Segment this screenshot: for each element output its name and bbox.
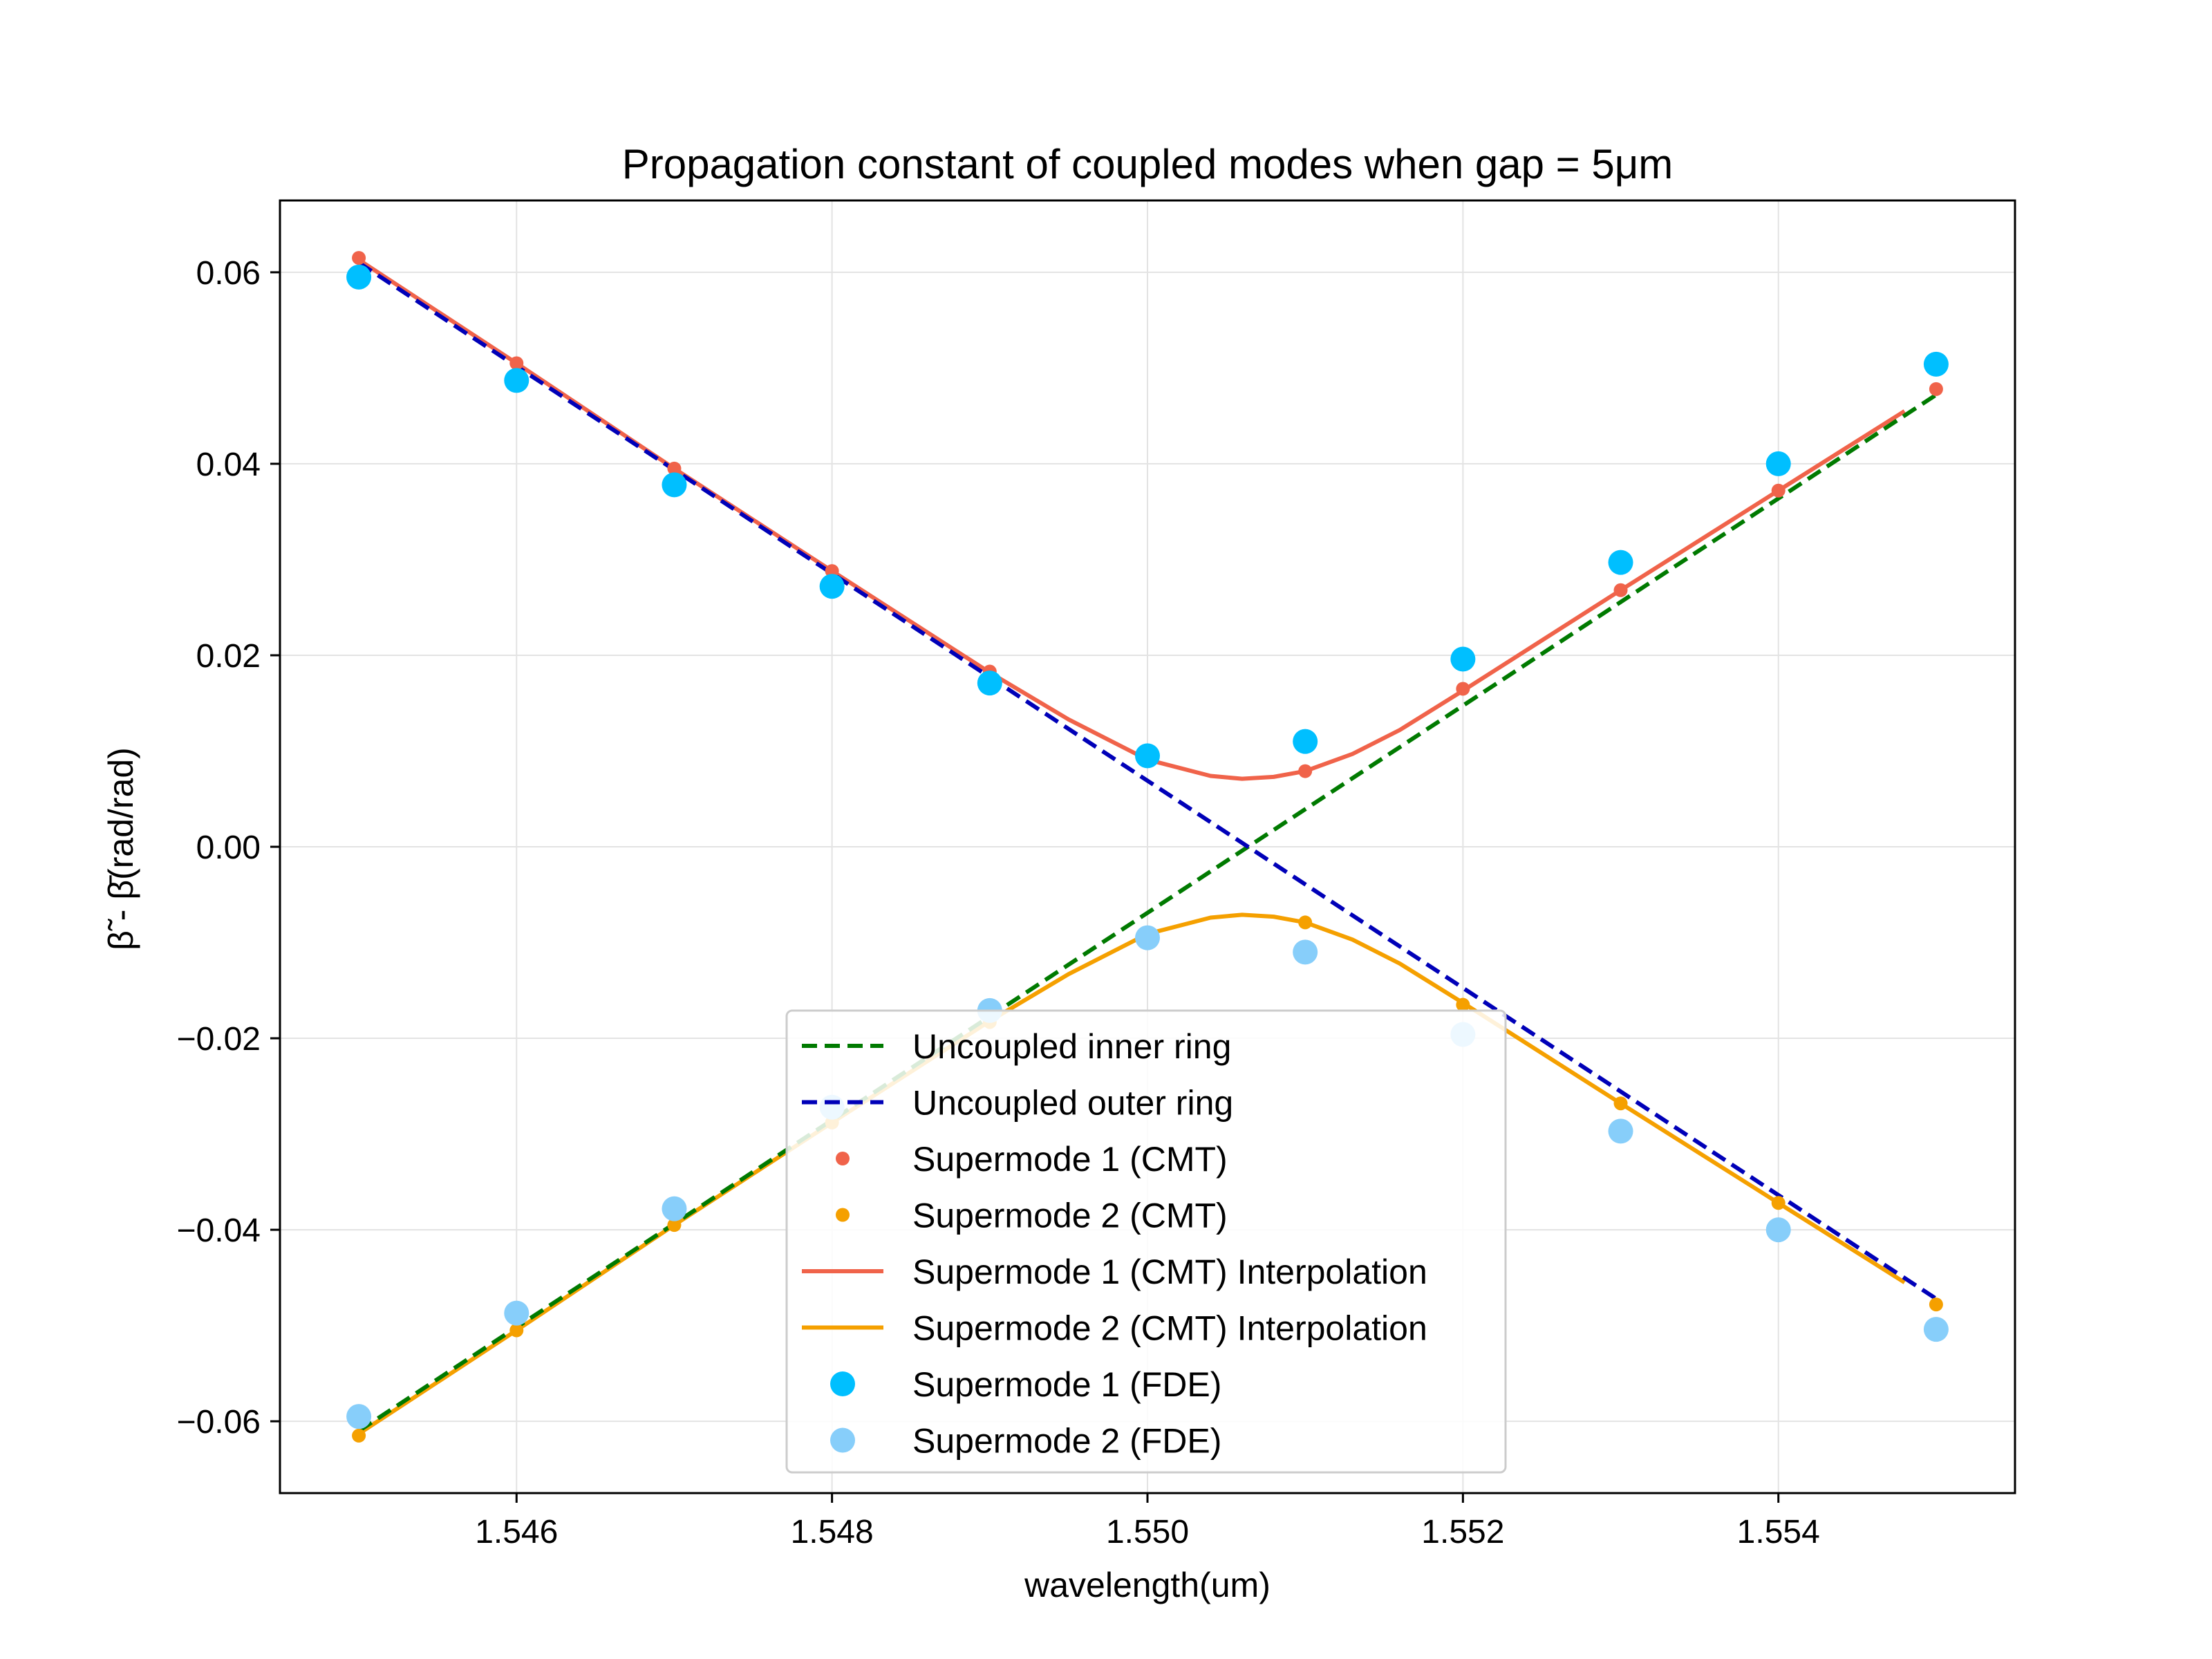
point-supermode-2-fde bbox=[346, 1404, 372, 1430]
x-tick-label: 1.548 bbox=[791, 1514, 874, 1550]
grid bbox=[280, 200, 2015, 1493]
point-supermode-1-cmt bbox=[1771, 483, 1785, 498]
point-supermode-1-cmt bbox=[509, 356, 524, 371]
legend-entry: Supermode 1 (CMT) Interpolation bbox=[912, 1253, 1427, 1291]
y-tick-label: −0.02 bbox=[177, 1021, 261, 1058]
legend-entry: Uncoupled outer ring bbox=[912, 1084, 1233, 1123]
y-tick-label: 0.00 bbox=[196, 830, 261, 866]
legend-swatch bbox=[836, 1152, 850, 1165]
x-axis-label: wavelength(um) bbox=[1024, 1566, 1271, 1604]
point-supermode-2-cmt bbox=[667, 1218, 682, 1232]
y-tick-label: −0.06 bbox=[177, 1404, 261, 1441]
plot-area bbox=[346, 251, 1949, 1443]
point-supermode-2-cmt bbox=[1771, 1196, 1785, 1210]
point-supermode-2-fde bbox=[1608, 1118, 1633, 1144]
point-supermode-1-fde bbox=[662, 472, 687, 498]
x-axis: 1.546 1.548 1.550 1.552 1.554 bbox=[475, 1493, 1820, 1550]
x-tick-label: 1.550 bbox=[1106, 1514, 1189, 1550]
point-supermode-1-cmt bbox=[1298, 764, 1313, 778]
legend-entry: Supermode 1 (FDE) bbox=[912, 1365, 1221, 1404]
point-supermode-1-cmt bbox=[1456, 682, 1470, 696]
series-uncoupled-outer-ring bbox=[357, 261, 1938, 1301]
x-tick-label: 1.554 bbox=[1737, 1514, 1820, 1550]
point-supermode-1-cmt bbox=[667, 461, 682, 476]
point-supermode-1-fde bbox=[504, 368, 529, 393]
legend-entry: Supermode 2 (CMT) Interpolation bbox=[912, 1309, 1427, 1348]
series-uncoupled-inner-ring bbox=[357, 393, 1938, 1433]
y-tick-label: −0.04 bbox=[177, 1212, 261, 1249]
point-supermode-2-fde bbox=[504, 1300, 529, 1326]
y-axis-label: β̃ - β̄(rad/rad) bbox=[102, 747, 140, 950]
point-supermode-2-fde bbox=[1293, 939, 1318, 965]
point-supermode-2-cmt bbox=[352, 1428, 366, 1443]
x-tick-label: 1.546 bbox=[475, 1514, 558, 1550]
legend-swatch bbox=[830, 1371, 855, 1396]
legend-swatch bbox=[836, 1208, 850, 1222]
point-supermode-1-cmt bbox=[352, 251, 366, 265]
point-supermode-1-fde bbox=[1293, 729, 1318, 754]
point-supermode-1-fde bbox=[1923, 351, 1949, 377]
legend-entry: Uncoupled inner ring bbox=[912, 1027, 1231, 1066]
point-supermode-2-fde bbox=[1765, 1217, 1791, 1243]
point-supermode-2-cmt bbox=[1613, 1096, 1628, 1111]
legend-box bbox=[785, 1009, 1507, 1474]
legend-swatch bbox=[830, 1427, 855, 1453]
y-axis: −0.06 −0.04 −0.02 0.00 0.02 0.04 0.06 bbox=[177, 255, 280, 1441]
point-supermode-1-fde bbox=[346, 264, 372, 290]
point-supermode-2-cmt bbox=[509, 1323, 524, 1338]
point-supermode-1-fde bbox=[819, 574, 845, 599]
chart-title: Propagation constant of coupled modes wh… bbox=[622, 141, 1674, 187]
point-supermode-1-cmt bbox=[1929, 382, 1943, 396]
point-supermode-1-fde bbox=[1135, 743, 1160, 769]
point-supermode-1-fde bbox=[1450, 646, 1476, 672]
point-supermode-2-fde bbox=[662, 1196, 687, 1221]
legend-entry: Supermode 2 (CMT) bbox=[912, 1197, 1228, 1235]
y-tick-label: 0.02 bbox=[196, 638, 261, 675]
point-supermode-1-cmt bbox=[1613, 583, 1628, 597]
point-supermode-1-fde bbox=[1608, 550, 1633, 575]
point-supermode-2-cmt bbox=[1298, 915, 1313, 930]
x-tick-label: 1.552 bbox=[1421, 1514, 1504, 1550]
legend-entry: Supermode 1 (CMT) bbox=[912, 1140, 1228, 1179]
y-tick-label: 0.04 bbox=[196, 447, 261, 483]
y-tick-label: 0.06 bbox=[196, 255, 261, 292]
legend-entry: Supermode 2 (FDE) bbox=[912, 1422, 1221, 1461]
point-supermode-2-fde bbox=[1923, 1317, 1949, 1342]
legend: Uncoupled inner ring Uncoupled outer ring… bbox=[785, 1009, 1507, 1474]
point-supermode-2-fde bbox=[1135, 925, 1160, 950]
point-supermode-2-cmt bbox=[1929, 1297, 1943, 1312]
point-supermode-1-fde bbox=[1765, 451, 1791, 476]
point-supermode-1-fde bbox=[977, 671, 1002, 696]
point-supermode-2-cmt bbox=[1456, 997, 1470, 1012]
